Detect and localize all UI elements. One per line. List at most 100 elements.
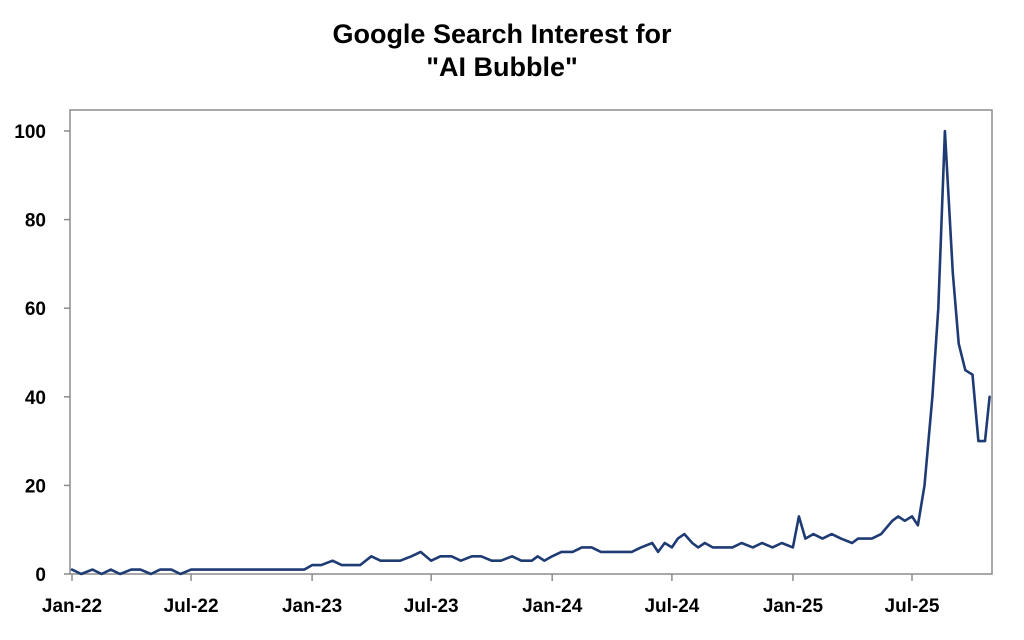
data-point [80,573,82,575]
data-point [691,542,693,544]
data-point [620,551,622,553]
data-point [977,440,979,442]
data-point [721,546,723,548]
y-tick-label: 100 [14,122,46,143]
data-point [451,555,453,557]
data-point [551,555,553,557]
axes: 0 20 40 60 80 100 Jan-22 Jul-22 Jan-23 Jul-23 Jan-… [14,122,940,617]
data-point [251,569,253,571]
data-point [420,551,422,553]
data-point [390,560,392,562]
x-tick-label: Jul-24 [644,596,699,617]
data-point [917,524,919,526]
plot-area-frame [69,109,993,575]
data-point [891,520,893,522]
y-tick-label: 0 [35,565,46,586]
x-tick-label: Jan-25 [763,596,824,617]
data-point [812,533,814,535]
data-point [101,573,103,575]
data-point [964,369,966,371]
y-tick-label: 40 [25,388,46,409]
series-layer [70,129,991,576]
y-tick-label: 20 [25,476,46,497]
data-point [231,569,233,571]
data-point [712,546,714,548]
data-point [471,555,473,557]
data-point [311,564,313,566]
data-point [781,542,783,544]
data-point [671,546,673,548]
data-point [380,560,382,562]
data-point [211,569,213,571]
data-point [439,555,441,557]
data-point [677,538,679,540]
chart-title: Google Search Interest for "AI Bubble" [0,18,1004,84]
data-point [520,560,522,562]
data-point [110,569,112,571]
x-tick-label: Jul-23 [404,596,459,617]
x-tick-label: Jul-22 [164,596,219,617]
chart-title-line-1: Google Search Interest for [332,19,672,49]
data-point [359,564,361,566]
data-point [651,542,653,544]
data-point [741,542,743,544]
data-point [190,569,192,571]
data-point [303,569,305,571]
data-point [119,573,121,575]
data-point [341,564,343,566]
data-point [851,542,853,544]
data-point [600,551,602,553]
data-point [71,569,73,571]
y-tick-label: 60 [25,299,46,320]
y-tick-label: 80 [25,211,46,232]
data-point [370,555,372,557]
data-point [130,569,132,571]
data-point [291,569,293,571]
data-point [772,546,774,548]
chart-title-line-2: "AI Bubble" [426,52,578,82]
series-line [70,129,991,576]
data-point [537,555,539,557]
data-point [664,542,666,544]
data-point [572,551,574,553]
data-point [271,569,273,571]
data-point [871,538,873,540]
data-point [150,573,152,575]
data-point [937,307,939,309]
data-point [640,546,642,548]
data-point [480,555,482,557]
data-point [897,515,899,517]
data-point [332,560,334,562]
data-point [399,560,401,562]
data-point [731,546,733,548]
data-point [697,546,699,548]
data-point [840,538,842,540]
data-point [350,564,352,566]
data-point [904,520,906,522]
data-point [631,551,633,553]
data-point [944,130,946,132]
data-point [159,569,161,571]
data-point [180,573,182,575]
data-point [822,538,824,540]
data-point [683,533,685,535]
data-point [560,551,562,553]
data-point [704,542,706,544]
data-point [531,560,533,562]
data-point [984,440,986,442]
data-point [880,533,882,535]
data-point [591,546,593,548]
data-point [864,538,866,540]
data-point [798,515,800,517]
data-point [170,569,172,571]
x-tick-label: Jan-22 [42,596,102,617]
data-point [792,546,794,548]
x-tick-label: Jul-25 [885,596,940,617]
x-tick-label: Jan-23 [282,596,342,617]
data-point [511,555,513,557]
data-point [761,542,763,544]
data-point [989,396,991,398]
data-point [320,564,322,566]
data-point [958,343,960,345]
